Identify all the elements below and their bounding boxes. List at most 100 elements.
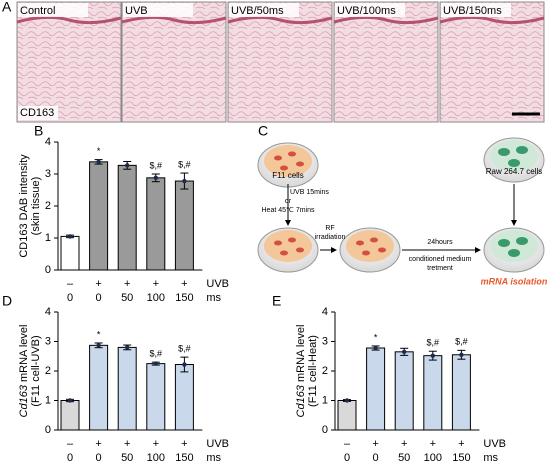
y-tick-label: 3 [45, 335, 51, 347]
cells [498, 146, 528, 257]
image-label: UVB/150ms [443, 5, 502, 17]
label: RF [325, 225, 334, 232]
mean-dot [430, 353, 435, 358]
y-label-text: mRNA level [18, 325, 30, 382]
y-tick-label: 3 [45, 168, 51, 180]
bar [174, 364, 194, 431]
bar [117, 346, 137, 431]
image-label: UVB/50ms [231, 5, 284, 17]
x-tick-label: + [124, 438, 130, 450]
epidermis [16, 15, 122, 25]
y-tick-label: 0 [322, 424, 328, 436]
significance: $,# [150, 160, 163, 170]
y-label: (skin tissue) [30, 177, 42, 236]
x-tick-label: + [95, 278, 101, 290]
x-row-name: UVB [483, 438, 506, 450]
x-tick-label: – [67, 278, 74, 290]
mean-dot [182, 178, 187, 184]
bar [394, 351, 414, 431]
x-tick-label: 50 [121, 292, 133, 304]
bar [337, 400, 357, 431]
dish [483, 227, 545, 273]
mean-dot [96, 343, 101, 348]
x-tick-label: + [124, 278, 130, 290]
panel-a: Control UVB UVB/50ms UVB/100ms UVB/150ms CD16… [16, 1, 545, 123]
x-tick-label: 100 [147, 292, 165, 304]
dish [339, 227, 401, 273]
x-tick-label: + [458, 438, 464, 450]
epidermis [439, 15, 545, 25]
panel-letter: A [2, 0, 12, 15]
mean-dot [96, 159, 101, 165]
y-label: (F11 cell-UVB) [30, 335, 42, 406]
x-tick-label: – [344, 438, 351, 450]
y-label: (F11 cell-Heat) [307, 335, 319, 407]
x-tick-label: 0 [67, 452, 73, 461]
bar [174, 180, 194, 271]
x-tick-label: 50 [121, 452, 133, 461]
y-tick-label: 4 [45, 136, 51, 148]
epidermis [227, 15, 333, 25]
x-tick-label: + [430, 438, 436, 450]
image-label: UVB [125, 5, 148, 17]
x-tick-label: 100 [147, 452, 165, 461]
mean-dot [67, 398, 73, 403]
significance: * [97, 146, 101, 156]
x-tick-label: + [372, 438, 378, 450]
x-tick-label: + [181, 438, 187, 450]
mean-dot [344, 398, 350, 403]
significance: * [97, 329, 101, 339]
x-tick-label: 0 [373, 452, 379, 461]
significance: $,# [178, 344, 191, 354]
y-label: Cd163 mRNA level [295, 325, 307, 418]
x-tick-label: 150 [452, 452, 470, 461]
x-tick-label: – [67, 438, 74, 450]
label: Raw 264.7 cells [486, 167, 542, 176]
x-row-name: ms [206, 292, 221, 304]
x-row-name: UVB [206, 438, 229, 450]
significance: * [374, 332, 378, 342]
y-label: Cd163 mRNA level [18, 325, 30, 418]
x-row-name: UVB [206, 278, 229, 290]
panel-c: F11 cells UVB 15mins or Heat 45℃ 7mins R… [257, 137, 548, 286]
y-label-italic: Cd163 [18, 384, 30, 417]
x-tick-label: 0 [96, 452, 102, 461]
y-tick-label: 2 [45, 200, 51, 212]
y-label: CD163 DAB intensity [18, 154, 30, 258]
y-label-text: mRNA level [295, 325, 307, 382]
bar [146, 363, 166, 431]
mean-dot [153, 175, 158, 181]
x-tick-label: + [153, 278, 159, 290]
label-bg [229, 3, 299, 17]
y-tick-label: 2 [45, 365, 51, 377]
panel-letter: C [258, 123, 268, 139]
mean-dot [402, 349, 407, 355]
mean-dot [125, 163, 130, 168]
y-tick-label: 4 [45, 306, 51, 318]
dish [257, 142, 319, 188]
dish [257, 227, 319, 273]
label: mRNA isolation [481, 276, 548, 286]
mean-dot [182, 362, 187, 367]
label: or [285, 198, 292, 205]
y-label-text: CD163 DAB intensity [18, 154, 30, 258]
bar [60, 235, 80, 271]
label: UVB 15mins [290, 189, 329, 196]
epidermis [121, 15, 227, 25]
label-bg [335, 3, 405, 17]
bar [89, 161, 109, 271]
x-row-name: ms [206, 452, 221, 461]
x-tick-label: + [95, 438, 101, 450]
x-tick-label: 50 [398, 452, 410, 461]
x-tick-label: 150 [175, 292, 193, 304]
cells [274, 151, 386, 256]
significance: $,# [150, 349, 163, 359]
y-tick-label: 0 [45, 424, 51, 436]
y-tick-label: 4 [322, 306, 328, 318]
mean-dot [67, 234, 73, 239]
y-tick-label: 3 [322, 335, 328, 347]
label: Heat 45℃ 7mins [262, 207, 315, 214]
x-tick-label: + [153, 438, 159, 450]
panel-letter: D [2, 293, 12, 309]
